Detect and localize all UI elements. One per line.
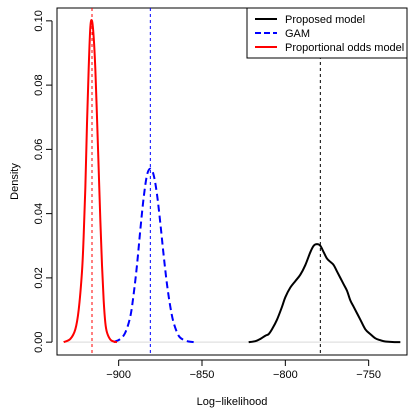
x-tick-label: −850 (190, 369, 215, 381)
y-axis-label: Density (9, 163, 21, 200)
series-line-0 (248, 243, 401, 344)
x-tick-label: −800 (273, 369, 298, 381)
x-tick-label: −900 (106, 369, 131, 381)
x-axis-label: Log−likelihood (197, 396, 268, 408)
plot-frame (56, 7, 408, 356)
series-line-1 (113, 167, 194, 344)
reference-lines (91, 8, 321, 355)
legend-label: Proportional odds model (285, 42, 404, 54)
y-tick-label: 0.10 (33, 10, 45, 31)
legend-label: GAM (285, 28, 310, 40)
series-layer (63, 19, 401, 344)
y-axis: 0.00 0.02 0.04 0.06 0.08 0.10 (33, 10, 53, 353)
y-tick-label: 0.04 (33, 203, 45, 224)
x-tick-label: −750 (356, 369, 381, 381)
legend: Proposed model GAM Proportional odds model (246, 7, 408, 59)
y-tick-label: 0.08 (33, 74, 45, 95)
y-tick-label: 0.06 (33, 139, 45, 160)
y-tick-label: 0.02 (33, 267, 45, 288)
series-line-2 (63, 19, 118, 344)
x-axis: −900 −850 −800 −750 (106, 359, 381, 381)
legend-label: Proposed model (285, 14, 365, 26)
y-tick-label: 0.00 (33, 331, 45, 352)
